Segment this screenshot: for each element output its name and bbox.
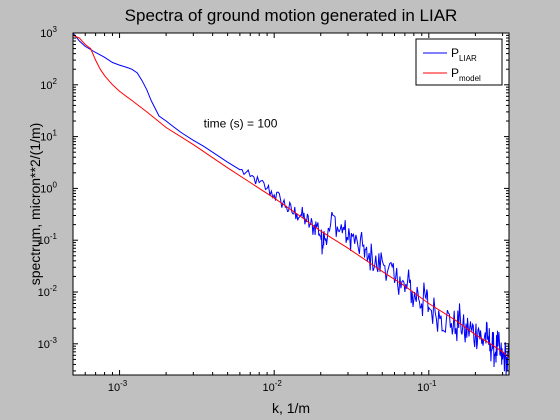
y-tick-label-exp-0: -3 (50, 336, 58, 345)
legend: PLIAR Pmodel (415, 38, 503, 86)
y-tick-label-exp-1: -2 (50, 284, 58, 293)
y-tick-label-6: 103 (40, 25, 57, 40)
y-tick-label-exp-6: 3 (53, 25, 58, 34)
y-tick-label-base-1: 10 (38, 287, 50, 299)
legend-label-model-main: P (451, 66, 459, 80)
series-line-liar (72, 32, 510, 376)
x-tick-label-base-2: 10 (417, 382, 429, 394)
legend-label-liar: PLIAR (451, 46, 477, 63)
series-line-model (72, 34, 510, 358)
x-tick-label-base-0: 10 (108, 382, 120, 394)
y-tick-label-base-5: 10 (40, 80, 52, 92)
x-tick-label-exp-1: -2 (275, 379, 283, 388)
legend-label-model-sub: model (459, 74, 481, 83)
y-tick-label-5: 102 (40, 77, 57, 92)
y-tick-label-exp-5: 2 (53, 77, 58, 86)
y-tick-label-base-6: 10 (40, 28, 52, 40)
y-tick-label-base-3: 10 (40, 183, 52, 195)
y-tick-label-exp-2: -1 (50, 232, 58, 241)
x-tick-label-0: 10-3 (108, 379, 128, 394)
x-tick-label-exp-0: -3 (120, 379, 128, 388)
x-tick-label-1: 10-2 (262, 379, 282, 394)
y-tick-label-4: 101 (40, 129, 57, 144)
y-axis-label: spectrum, micron**2/(1/m) (27, 123, 43, 286)
legend-label-liar-main: P (451, 46, 459, 60)
y-tick-label-exp-3: 0 (53, 180, 58, 189)
time-annotation: time (s) = 100 (204, 116, 278, 130)
x-axis-label: k, 1/m (272, 400, 310, 416)
x-tick-label-exp-2: -1 (429, 379, 437, 388)
y-tick-label-exp-4: 1 (53, 129, 58, 138)
y-tick-label-1: 10-2 (38, 284, 58, 299)
y-tick-label-base-0: 10 (38, 339, 50, 351)
x-tick-label-2: 10-1 (417, 379, 437, 394)
chart-title: Spectra of ground motion generated in LI… (125, 6, 458, 25)
legend-label-model: Pmodel (451, 66, 481, 83)
y-tick-label-0: 10-3 (38, 336, 58, 351)
y-tick-label-2: 10-1 (38, 232, 58, 247)
series-layer (72, 32, 510, 376)
y-tick-label-base-2: 10 (38, 235, 50, 247)
legend-label-liar-sub: LIAR (459, 54, 477, 63)
y-tick-label-base-4: 10 (40, 132, 52, 144)
legend-box (415, 38, 503, 86)
x-tick-label-base-1: 10 (262, 382, 274, 394)
y-tick-label-3: 100 (40, 180, 57, 195)
